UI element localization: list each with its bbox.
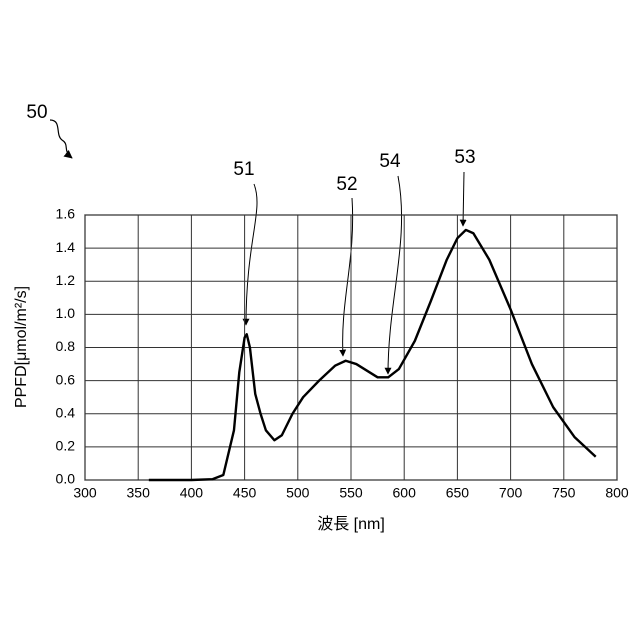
annotation-arrow xyxy=(246,184,257,325)
annotation-arrow xyxy=(388,176,402,374)
y-tick-label: 1.0 xyxy=(56,305,76,321)
x-tick-label: 450 xyxy=(233,485,257,501)
y-tick-label: 1.4 xyxy=(56,239,76,255)
x-axis-label: 波長 [nm] xyxy=(317,515,385,533)
x-tick-label: 600 xyxy=(393,485,417,501)
chart: 50 51 52 54 53 波長 [nm] PPFD[μmol/m²/s] 0… xyxy=(0,0,640,640)
y-axis-label: PPFD[μmol/m²/s] xyxy=(13,286,30,408)
x-tick-label: 700 xyxy=(499,485,523,501)
x-tick-label: 400 xyxy=(180,485,204,501)
y-tick-label: 1.6 xyxy=(56,206,76,222)
x-tick-label: 650 xyxy=(446,485,470,501)
y-tick-label: 0.8 xyxy=(56,338,76,354)
x-tick-label: 350 xyxy=(127,485,151,501)
y-tick-label: 0.4 xyxy=(56,404,76,420)
line xyxy=(149,230,596,480)
x-tick-label: 800 xyxy=(605,485,629,501)
annotation: 53 xyxy=(454,147,475,168)
y-tick-label: 0.0 xyxy=(56,471,76,487)
annotation: 51 xyxy=(233,159,254,180)
annotation: 54 xyxy=(379,151,401,172)
y-tick-label: 1.2 xyxy=(56,272,76,288)
y-tick-label: 0.6 xyxy=(56,371,76,387)
annotation: 50 xyxy=(26,102,47,123)
annotation-arrow xyxy=(463,172,464,226)
x-tick-label: 550 xyxy=(339,485,363,501)
annotation-arrow xyxy=(50,120,72,158)
y-tick-label: 0.2 xyxy=(56,438,76,454)
x-tick-label: 300 xyxy=(73,485,97,501)
x-tick-label: 750 xyxy=(552,485,576,501)
x-tick-label: 500 xyxy=(286,485,310,501)
annotation: 52 xyxy=(336,174,357,195)
